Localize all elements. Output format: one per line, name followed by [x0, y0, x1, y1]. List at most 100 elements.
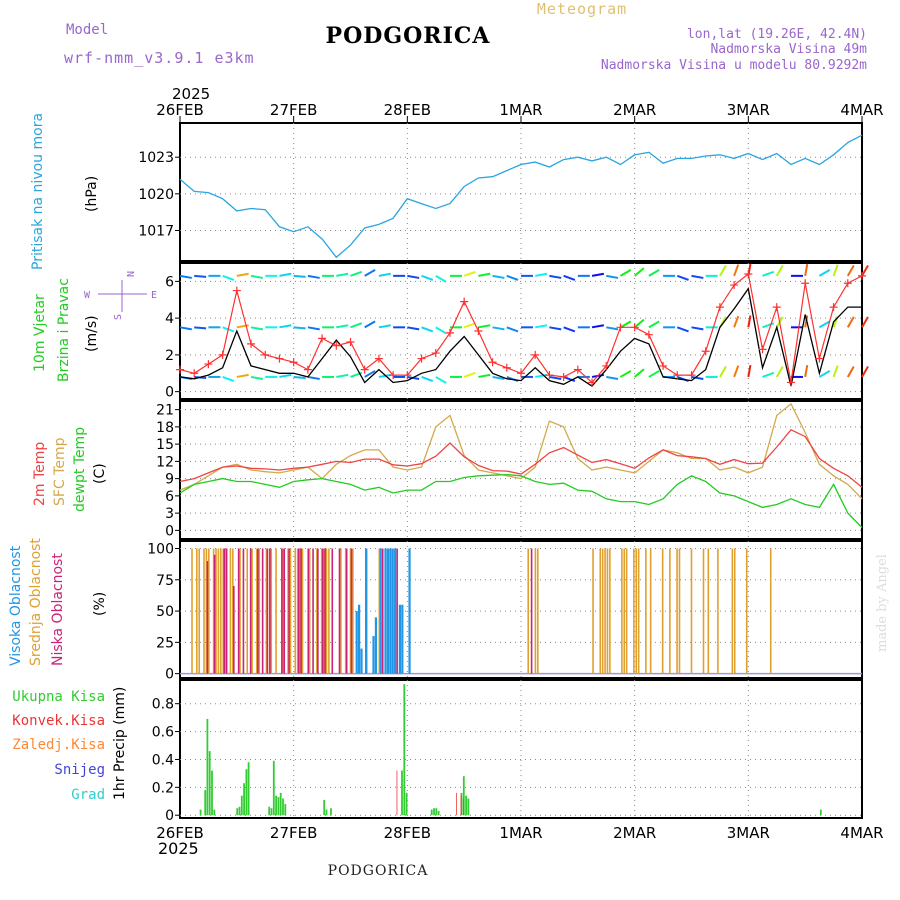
time-tick-top: 26FEB: [156, 101, 203, 119]
wind-gust-marker: [687, 371, 696, 380]
wind-arrow: [307, 274, 320, 279]
wind-arrow: [861, 316, 869, 328]
wind-gust-marker: [630, 323, 639, 332]
precip-bar-total: [433, 808, 435, 816]
precip-bar-total: [211, 770, 213, 816]
wind-arrow: [549, 274, 562, 279]
wind-arrow: [591, 324, 605, 329]
wind-arrow: [293, 326, 306, 330]
wind-arrow: [804, 364, 809, 378]
precip-bar-total: [204, 790, 207, 816]
wind-arrow: [762, 371, 775, 378]
precip-bar-total: [275, 795, 277, 816]
precip-bar-total: [238, 806, 241, 816]
temp-ytick-label: 18: [156, 420, 174, 436]
precip-bar-total: [467, 798, 470, 816]
wind-arrow: [492, 274, 505, 279]
wind-arrow: [535, 272, 548, 277]
sfc-temp-line: [179, 402, 863, 500]
wind-gust-marker: [474, 327, 483, 335]
precip-bar-total: [272, 760, 275, 816]
precip-bar-convective: [460, 795, 462, 816]
pressure-ytick-label: 1023: [138, 150, 174, 166]
wind-speed-line: [179, 287, 862, 387]
precip-bar-total: [208, 751, 211, 816]
wind-arrow: [492, 326, 505, 331]
precip-bar-total: [236, 808, 239, 816]
precip-bar-total: [240, 795, 243, 816]
wind-gust-marker: [488, 358, 497, 367]
page-title: PODGORICA: [326, 23, 491, 49]
wind-gust-marker: [744, 270, 753, 279]
wind-arrow: [832, 264, 839, 277]
precip-bar-total: [430, 809, 433, 816]
wind-arrow: [619, 370, 632, 378]
wind-gust-marker: [190, 369, 199, 378]
precip-bar-total: [213, 809, 216, 816]
wind-gust-marker: [815, 354, 824, 363]
wind-arrow: [478, 324, 491, 329]
precip-bar-total: [323, 799, 326, 816]
wind-arrow: [733, 365, 740, 378]
precip-bar-convective: [456, 792, 457, 816]
wind-gust-marker: [602, 361, 611, 370]
wind-arrow: [719, 366, 727, 378]
temp-label-3: dewpt Temp: [72, 427, 88, 512]
subtitle: Meteogram: [537, 0, 627, 18]
wind-arrow: [619, 320, 632, 329]
wind-arrow: [293, 375, 306, 379]
wind-arrow: [648, 370, 660, 378]
wind-gust-marker: [559, 372, 568, 381]
precip-bar-total: [405, 792, 408, 816]
wind-arrow: [846, 264, 855, 277]
time-tick-top: 3MAR: [727, 101, 770, 119]
wind-gust-marker: [858, 271, 866, 280]
wind-ytick-label: 4: [165, 311, 174, 327]
time-tick-bottom: 27FEB: [270, 824, 317, 842]
wind-gust-marker: [659, 361, 668, 370]
precip-bar-total: [284, 804, 287, 816]
precip-legend-freezing: Zaledj.Kisa: [12, 737, 105, 753]
wind-unit: (m/s): [84, 315, 100, 352]
wind-arrow: [307, 375, 320, 381]
wind-gust-marker: [644, 330, 653, 339]
wind-arrow: [463, 322, 476, 329]
temp-ytick-label: 15: [156, 437, 174, 453]
pressure-unit: (hPa): [84, 176, 100, 212]
wind-arrow: [775, 366, 784, 378]
wind-gust-marker: [502, 363, 511, 372]
wind-gust-marker: [588, 378, 597, 387]
wind-gust-marker: [758, 345, 767, 354]
wind-gust-marker: [275, 354, 284, 363]
time-tick-bottom: 4MAR: [840, 824, 883, 842]
precip-bar-total: [243, 783, 245, 816]
wind-gust-marker: [786, 378, 795, 387]
wind-arrow: [179, 274, 192, 279]
precip-ytick-label: 0: [165, 808, 174, 824]
time-tick-bottom: 26FEB: [156, 824, 203, 842]
wind-gust-marker: [374, 354, 383, 363]
precip-bar-total: [462, 776, 465, 816]
temp-label-1: 2m Temp: [32, 442, 48, 506]
wind-arrow: [463, 270, 476, 277]
wind-arrow: [279, 324, 292, 329]
wind-arrow: [463, 371, 476, 378]
wind-gust-marker: [673, 371, 682, 380]
wind-arrow: [648, 268, 660, 277]
cloud-ytick-label: 75: [156, 573, 174, 589]
wind-gust-marker: [176, 365, 184, 374]
temp-ytick-label: 12: [156, 454, 174, 470]
compass-south: S: [113, 314, 124, 320]
precip-ytick-label: 0.4: [152, 752, 174, 768]
wind-arrow: [250, 326, 264, 331]
wind-arrow: [364, 370, 376, 378]
wind-gust-marker: [318, 334, 327, 343]
precip-bar-total: [819, 809, 822, 816]
wind-gust-marker: [403, 371, 412, 380]
temp-ytick-label: 3: [165, 506, 174, 522]
precip-legend-total: Ukupna Kisa: [12, 689, 105, 705]
wind-arrow: [478, 373, 491, 378]
wind-arrow: [846, 366, 855, 378]
wind-arrow: [563, 326, 576, 333]
wind-arrow: [506, 326, 519, 333]
